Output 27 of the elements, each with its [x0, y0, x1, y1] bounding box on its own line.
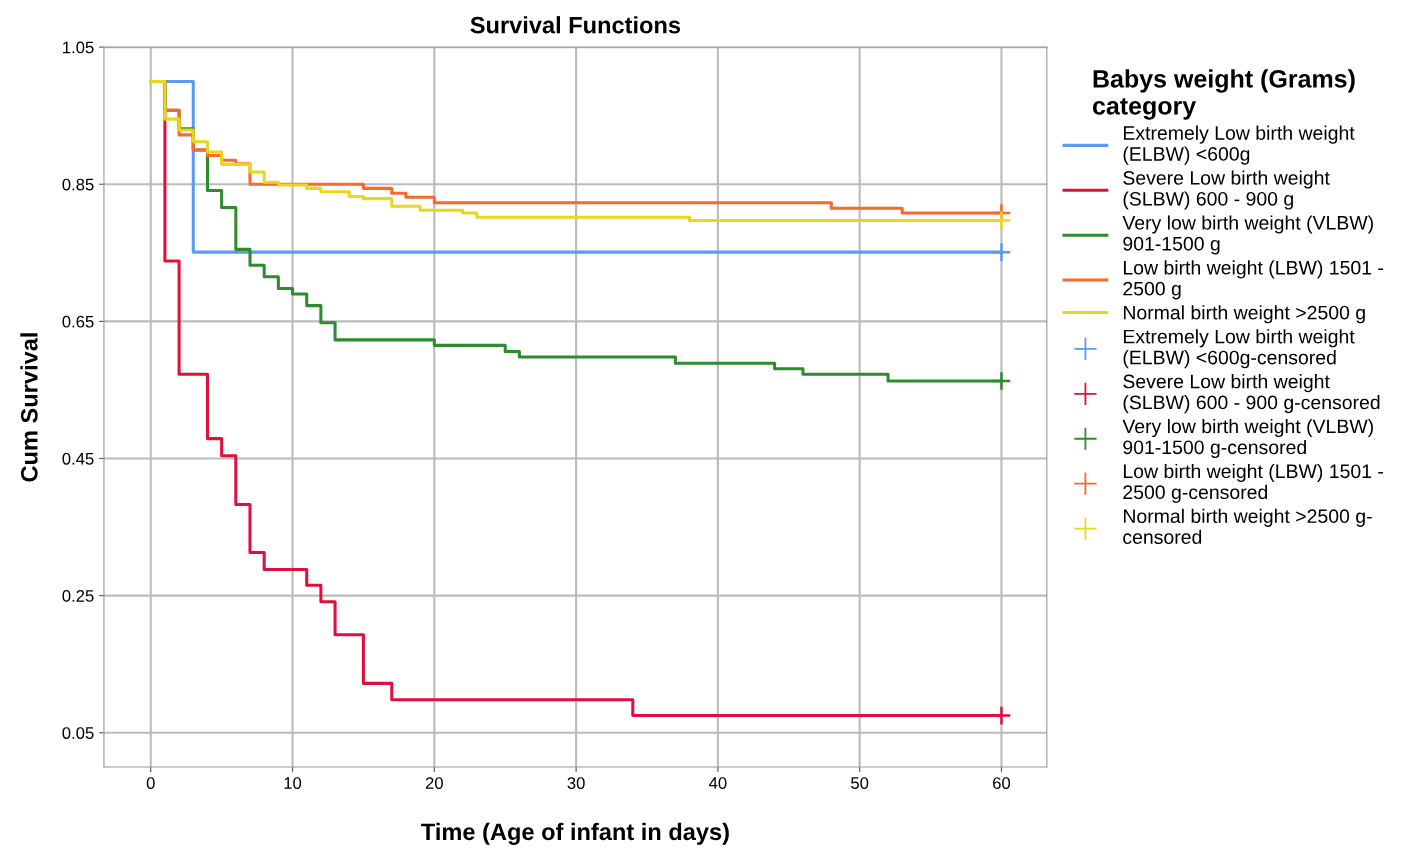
legend-label: Extremely Low birth weight (ELBW) <600g	[1123, 125, 1355, 165]
y-tick-label: 0.45	[62, 452, 94, 465]
y-tick-label: 0.65	[62, 315, 94, 328]
y-axis-title: Cum Survival	[20, 333, 38, 482]
y-tick-label: 0.05	[62, 727, 94, 739]
chart-title: Survival Functions	[470, 16, 681, 34]
legend-label: Extremely Low birth weight (ELBW) <600g-censored	[1123, 329, 1355, 369]
x-tick-label: 60	[993, 777, 1011, 789]
x-tick-label: 30	[567, 777, 585, 789]
legend-label: Normal birth weight >2500 g	[1123, 305, 1365, 324]
legend-label: Severe Low birth weight (SLBW) 600 - 900 g	[1123, 170, 1330, 210]
legend-label: Low birth weight (LBW) 1501 - 2500 g	[1123, 260, 1384, 300]
x-tick-label: 40	[709, 777, 727, 789]
x-tick-label: 10	[284, 777, 302, 789]
legend-label: Very low birth weight (VLBW) 901-1500 g-censored	[1122, 418, 1373, 459]
legend-label: Very low birth weight (VLBW) 901-1500 g	[1122, 215, 1373, 255]
x-tick-label: 20	[425, 777, 443, 789]
y-tick-label: 0.25	[62, 590, 94, 602]
x-axis-title: Time (Age of infant in days)	[421, 822, 729, 845]
x-tick-label: 50	[851, 777, 869, 789]
legend-label: Normal birth weight >2500 g- censored	[1123, 508, 1372, 545]
legend-label: Low birth weight (LBW) 1501 - 2500 g-censored	[1123, 463, 1384, 503]
y-tick-label: 1.05	[63, 41, 94, 54]
legend-label: Severe Low birth weight (SLBW) 600 - 900 g-censored	[1123, 374, 1380, 414]
legend-title: Babys weight (Grams) category	[1092, 69, 1355, 120]
x-tick-label: 0	[146, 777, 155, 789]
y-tick-label: 0.85	[62, 178, 94, 191]
